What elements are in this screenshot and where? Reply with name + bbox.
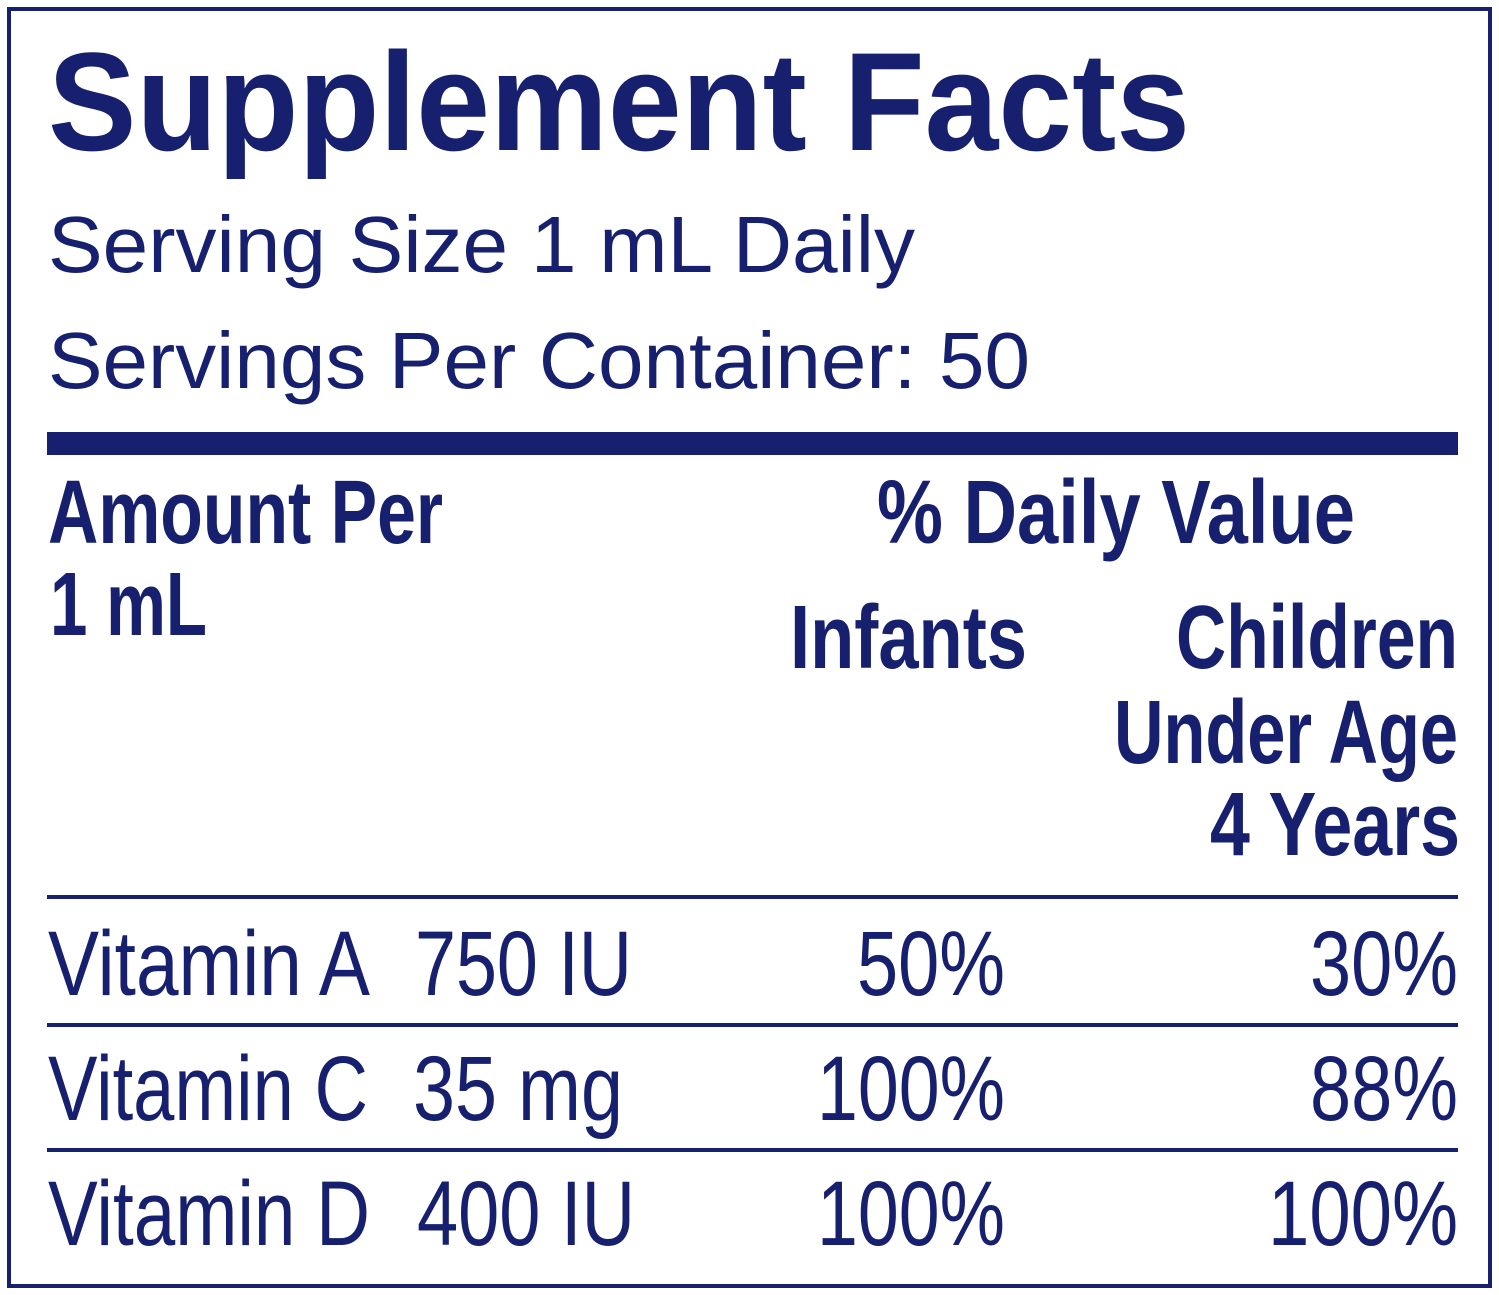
- children-dv: 88%: [1310, 1038, 1458, 1140]
- label-border: [7, 7, 1492, 1288]
- title: Supplement Facts: [48, 23, 1190, 180]
- rule: [47, 1148, 1458, 1152]
- rule: [47, 1023, 1458, 1027]
- rule: [47, 895, 1458, 899]
- header-amount: Amount Per: [48, 463, 443, 563]
- header-infants: Infants: [790, 588, 1027, 688]
- nutrient-amount: 400 IU: [417, 1163, 635, 1265]
- children-dv: 30%: [1310, 913, 1458, 1015]
- servings-per-container: Servings Per Container: 50: [48, 316, 1030, 405]
- header-children: Under Age: [1114, 683, 1458, 783]
- infants-dv: 100%: [817, 1038, 1005, 1140]
- infants-dv: 50%: [857, 913, 1005, 1015]
- header-children: Children: [1176, 588, 1458, 688]
- nutrient-name: Vitamin C: [48, 1038, 368, 1140]
- nutrient-amount: 35 mg: [413, 1038, 623, 1140]
- nutrient-name: Vitamin D: [48, 1163, 370, 1265]
- children-dv: 100%: [1268, 1163, 1458, 1265]
- infants-dv: 100%: [817, 1163, 1005, 1265]
- header-daily-value: % Daily Value: [877, 463, 1355, 563]
- nutrient-amount: 750 IU: [415, 913, 632, 1015]
- nutrient-name: Vitamin A: [48, 913, 371, 1015]
- header-amount: 1 mL: [50, 555, 207, 655]
- header-children: 4 Years: [1210, 775, 1460, 875]
- thick-rule: [47, 432, 1458, 455]
- serving-size: Serving Size 1 mL Daily: [48, 200, 915, 289]
